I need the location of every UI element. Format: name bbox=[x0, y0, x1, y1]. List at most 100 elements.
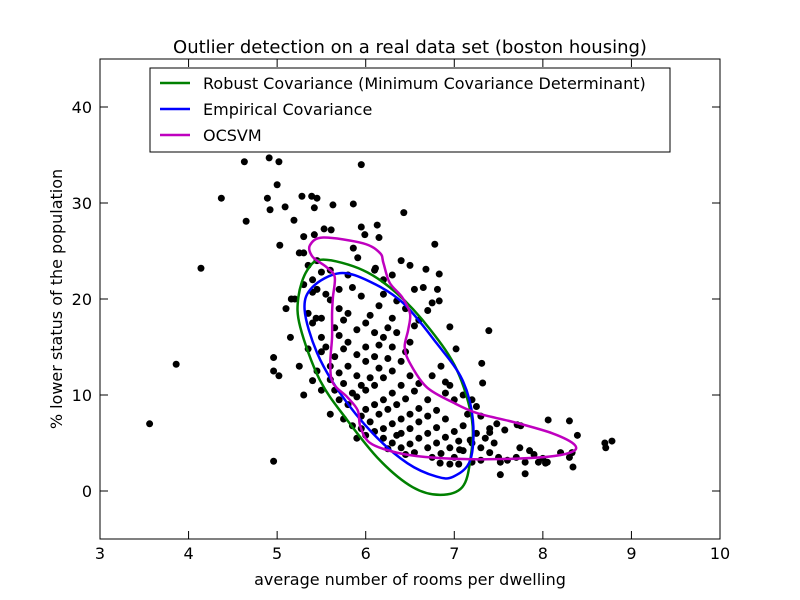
legend-frame bbox=[149, 67, 671, 153]
data-point bbox=[493, 420, 501, 428]
data-point bbox=[441, 433, 449, 441]
data-point bbox=[353, 351, 361, 359]
data-point bbox=[384, 324, 392, 332]
data-point bbox=[270, 457, 278, 465]
data-point bbox=[362, 319, 370, 327]
data-point bbox=[406, 425, 414, 433]
data-point bbox=[340, 379, 348, 387]
data-point bbox=[415, 434, 423, 442]
data-point bbox=[172, 360, 180, 368]
data-point bbox=[455, 460, 463, 468]
y-tick-label: 10 bbox=[72, 386, 92, 405]
data-point bbox=[357, 223, 365, 231]
data-point bbox=[565, 453, 573, 461]
data-point bbox=[353, 326, 361, 334]
data-point bbox=[375, 234, 383, 242]
data-point bbox=[344, 309, 352, 317]
data-point bbox=[270, 354, 278, 362]
data-point bbox=[393, 329, 401, 337]
data-point bbox=[433, 439, 441, 447]
data-point bbox=[406, 440, 414, 448]
data-point bbox=[436, 459, 444, 467]
data-point bbox=[384, 355, 392, 363]
data-point bbox=[373, 221, 381, 229]
data-point bbox=[424, 444, 432, 452]
data-point bbox=[335, 305, 343, 313]
data-point bbox=[406, 338, 414, 346]
data-point bbox=[397, 357, 405, 365]
data-point bbox=[441, 415, 449, 423]
data-point bbox=[317, 333, 325, 341]
legend-label-ocsvm: OCSVM bbox=[203, 126, 262, 145]
data-point bbox=[335, 396, 343, 404]
data-point bbox=[317, 268, 325, 276]
data-point bbox=[388, 389, 396, 397]
data-point bbox=[428, 299, 436, 307]
data-point bbox=[441, 389, 449, 397]
contour-empirical-covariance bbox=[303, 271, 475, 480]
data-point bbox=[146, 420, 154, 428]
data-point bbox=[309, 276, 317, 284]
data-point bbox=[357, 381, 365, 389]
y-tick-label: 30 bbox=[72, 194, 92, 213]
data-point bbox=[290, 216, 298, 224]
data-point bbox=[393, 401, 401, 409]
data-point bbox=[464, 410, 472, 418]
data-point bbox=[406, 410, 414, 418]
data-point bbox=[379, 434, 387, 442]
data-point bbox=[379, 374, 387, 382]
data-point bbox=[433, 285, 441, 293]
data-point bbox=[357, 161, 365, 169]
data-point bbox=[371, 266, 379, 274]
x-axis-label: average number of rooms per dwelling bbox=[254, 570, 566, 589]
data-point bbox=[263, 194, 271, 202]
data-point bbox=[308, 192, 316, 200]
data-point bbox=[379, 396, 387, 404]
data-point bbox=[526, 447, 534, 455]
data-point bbox=[276, 241, 284, 249]
data-point bbox=[273, 181, 281, 189]
data-point bbox=[331, 353, 339, 361]
data-point bbox=[335, 369, 343, 377]
data-point bbox=[433, 406, 441, 414]
data-point bbox=[486, 449, 494, 457]
data-point bbox=[291, 295, 299, 303]
data-point bbox=[375, 302, 383, 310]
data-point bbox=[608, 437, 616, 445]
data-point bbox=[322, 343, 330, 351]
data-point bbox=[388, 420, 396, 428]
data-point bbox=[450, 427, 458, 435]
data-point bbox=[217, 194, 225, 202]
data-point bbox=[317, 314, 325, 322]
data-point bbox=[379, 290, 387, 298]
data-point bbox=[379, 425, 387, 433]
data-point bbox=[410, 387, 418, 395]
y-axis-label: % lower status of the population bbox=[47, 169, 66, 429]
contour-robust-covariance bbox=[296, 258, 475, 497]
chart-title: Outlier detection on a real data set (bo… bbox=[173, 37, 647, 58]
data-point bbox=[354, 254, 362, 262]
data-point bbox=[312, 314, 320, 322]
data-point bbox=[270, 367, 278, 375]
data-point bbox=[543, 458, 551, 466]
data-point bbox=[393, 431, 401, 439]
data-point bbox=[375, 410, 383, 418]
data-point bbox=[357, 292, 365, 300]
data-point bbox=[455, 437, 463, 445]
data-point bbox=[375, 364, 383, 372]
legend-label-robust: Robust Covariance (Minimum Covariance De… bbox=[203, 74, 646, 93]
data-point bbox=[240, 158, 248, 166]
data-point bbox=[329, 201, 337, 209]
data-point bbox=[295, 249, 303, 257]
data-point bbox=[371, 401, 379, 409]
data-point bbox=[446, 323, 454, 331]
x-tick-label: 8 bbox=[538, 544, 548, 563]
data-point bbox=[477, 444, 485, 452]
data-point bbox=[478, 359, 486, 367]
data-point bbox=[371, 353, 379, 361]
data-point bbox=[415, 404, 423, 412]
data-point bbox=[424, 429, 432, 437]
data-point bbox=[326, 410, 334, 418]
legend: Robust Covariance (Minimum Covariance De… bbox=[149, 67, 671, 153]
